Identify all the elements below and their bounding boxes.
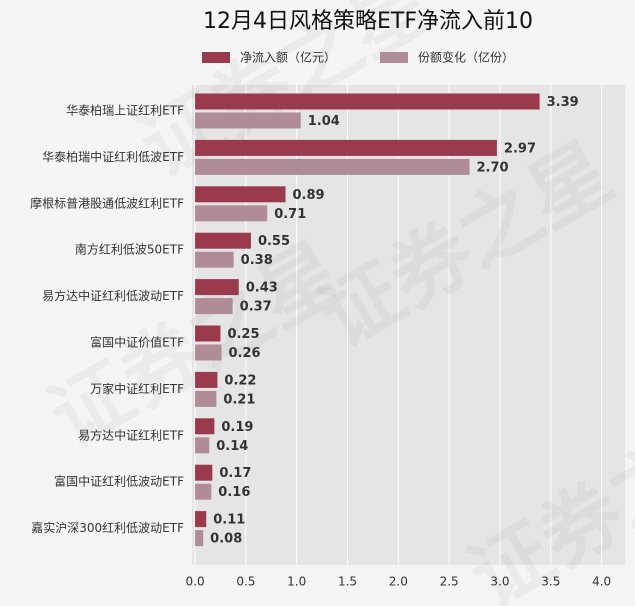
x-tick-label: 2.5 [440, 575, 459, 589]
legend-swatch [380, 52, 408, 63]
bar [195, 511, 207, 528]
bar [195, 418, 215, 435]
value-label: 0.17 [219, 466, 251, 481]
bar [195, 251, 234, 268]
bar [195, 464, 213, 481]
bar [195, 186, 286, 203]
x-tick-label: 2.0 [389, 575, 408, 589]
value-label: 0.89 [293, 188, 325, 203]
bar [195, 205, 268, 222]
value-label: 0.55 [258, 234, 290, 249]
y-tick-label: 富国中证价值ETF [90, 335, 184, 350]
x-tick-label: 0.5 [236, 575, 255, 589]
y-tick-label: 南方红利低波50ETF [75, 242, 184, 257]
value-label: 0.43 [246, 281, 278, 296]
value-label: 0.08 [210, 532, 242, 547]
legend-swatch [202, 52, 230, 63]
x-tick-label: 1.5 [338, 575, 357, 589]
value-label: 3.39 [547, 95, 579, 110]
value-label: 0.37 [240, 300, 272, 315]
value-label: 0.21 [223, 392, 255, 407]
bar [195, 390, 217, 407]
value-label: 0.11 [213, 513, 245, 528]
x-tick-label: 3.5 [541, 575, 560, 589]
legend-label: 份额变化（亿份） [418, 50, 514, 65]
chart-title: 12月4日风格策略ETF净流入前10 [203, 9, 533, 34]
bar [195, 344, 222, 361]
bar [195, 93, 540, 110]
y-tick-label: 万家中证红利ETF [90, 381, 184, 396]
value-label: 0.22 [224, 373, 256, 388]
bar [195, 139, 497, 156]
bar [195, 371, 218, 388]
value-label: 2.70 [476, 160, 508, 175]
bar [195, 298, 233, 315]
value-label: 0.14 [216, 439, 248, 454]
bar [195, 325, 221, 342]
x-tick-label: 0.0 [186, 575, 205, 589]
value-label: 0.38 [241, 253, 273, 268]
bar [195, 158, 470, 175]
value-label: 2.97 [504, 141, 536, 156]
x-tick-label: 1.0 [287, 575, 306, 589]
y-tick-label: 富国中证红利低波动ETF [54, 474, 184, 489]
bar [195, 279, 239, 296]
bar [195, 437, 210, 454]
bar [195, 112, 301, 129]
y-tick-label: 嘉实沪深300红利低波动ETF [31, 520, 184, 535]
bar [195, 530, 204, 547]
value-label: 1.04 [308, 114, 340, 129]
legend-label: 净流入额（亿元） [240, 50, 336, 65]
y-tick-label: 易方达中证红利低波动ETF [42, 288, 184, 303]
y-tick-label: 摩根标普港股通低波红利ETF [30, 195, 184, 210]
y-tick-label: 易方达中证红利ETF [78, 427, 184, 442]
value-label: 0.19 [221, 420, 253, 435]
x-tick-label: 3.0 [490, 575, 509, 589]
bar [195, 232, 251, 249]
y-tick-label: 华泰柏瑞上证红利ETF [66, 103, 184, 118]
y-tick-label: 华泰柏瑞中证红利低波ETF [42, 149, 184, 164]
value-label: 0.16 [218, 485, 250, 500]
x-tick-label: 4.0 [592, 575, 611, 589]
value-label: 0.26 [228, 346, 260, 361]
value-label: 0.25 [227, 327, 259, 342]
value-label: 0.71 [274, 207, 306, 222]
bar [195, 483, 212, 500]
